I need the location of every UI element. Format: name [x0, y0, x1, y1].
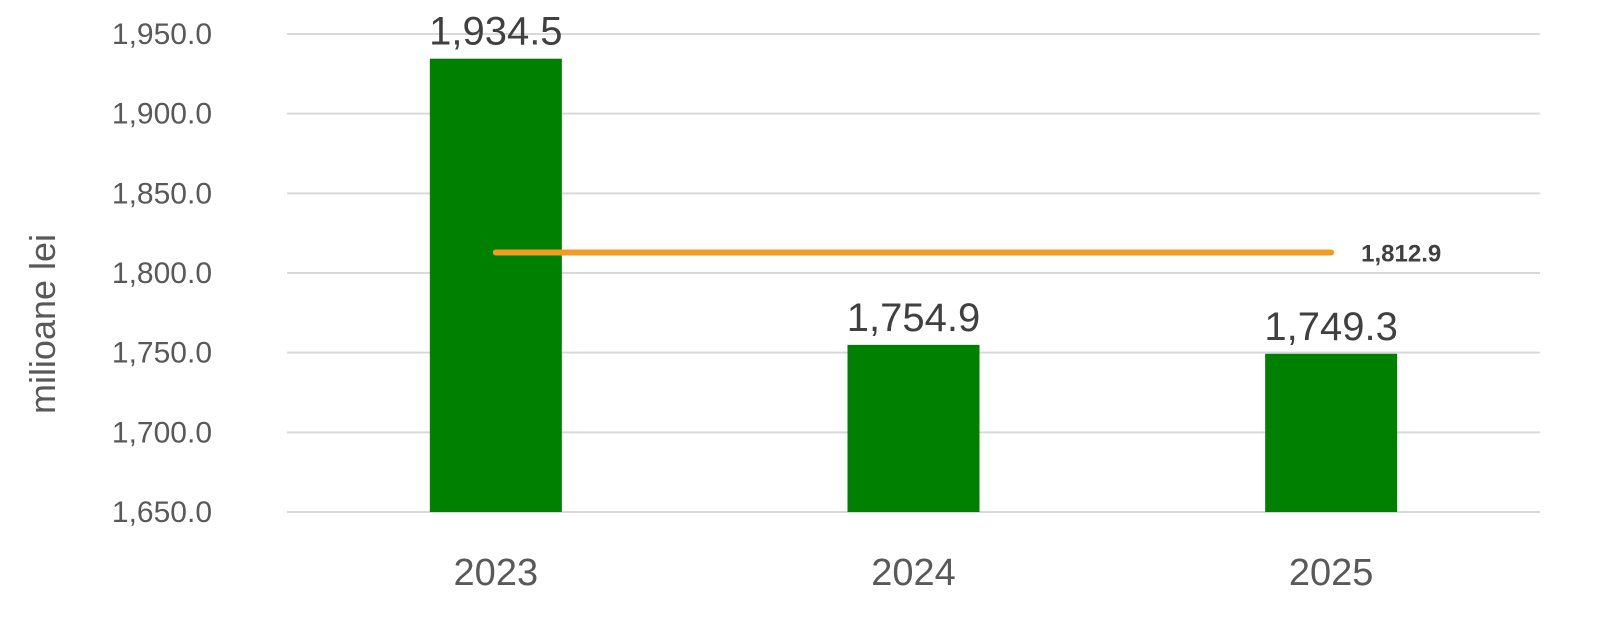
- data-label-2025: 1,749.3: [1264, 305, 1397, 349]
- y-tick-label: 1,850.0: [112, 177, 212, 210]
- bar-2024: [847, 344, 980, 512]
- reference-line-group: 1,812.9: [492, 240, 1441, 267]
- y-tick-label: 1,700.0: [112, 416, 212, 449]
- y-axis-ticks: 1,650.0 1,700.0 1,750.0 1,800.0 1,850.0 1,900…: [112, 18, 212, 529]
- y-tick-label: 1,750.0: [112, 337, 212, 370]
- data-label-2023: 1,934.5: [429, 10, 562, 54]
- data-labels: 1,934.5 1,754.9 1,749.3: [429, 10, 1398, 349]
- y-tick-label: 1,950.0: [112, 18, 212, 51]
- bars: [429, 58, 1398, 513]
- x-category-label: 2024: [871, 552, 956, 594]
- y-tick-label: 1,900.0: [112, 98, 212, 131]
- data-label-2024: 1,754.9: [847, 296, 980, 340]
- y-tick-label: 1,650.0: [112, 496, 212, 529]
- x-category-label: 2023: [454, 552, 539, 594]
- y-axis-label: milioane lei: [22, 234, 63, 414]
- reference-line-label: 1,812.9: [1361, 240, 1441, 267]
- x-category-label: 2025: [1289, 552, 1374, 594]
- bar-2023: [429, 58, 562, 513]
- y-tick-label: 1,800.0: [112, 257, 212, 290]
- bar-2025: [1265, 353, 1398, 512]
- x-axis-categories: 2023 2024 2025: [454, 552, 1374, 594]
